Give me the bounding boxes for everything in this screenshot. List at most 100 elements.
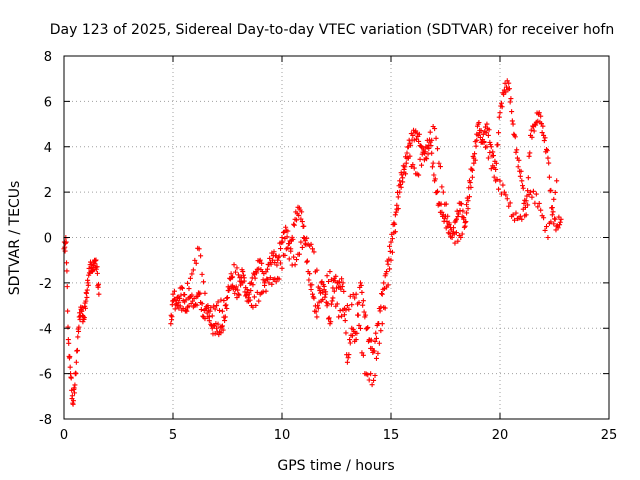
data-point (484, 121, 490, 127)
data-point (234, 265, 240, 271)
data-point (531, 128, 537, 134)
data-point (539, 130, 545, 136)
data-point (536, 110, 542, 116)
data-point (468, 184, 474, 190)
data-point (378, 328, 384, 334)
data-point (222, 303, 228, 309)
data-point (220, 327, 226, 333)
data-point (288, 248, 294, 254)
data-point (388, 239, 394, 245)
data-point (364, 325, 370, 331)
data-point (552, 216, 558, 222)
data-point (519, 178, 525, 184)
x-tick-label: 25 (601, 428, 618, 443)
data-point (515, 164, 521, 170)
data-point (172, 306, 178, 312)
data-point (222, 318, 228, 324)
data-point (296, 212, 302, 218)
data-point (376, 340, 382, 346)
data-point (483, 130, 489, 136)
data-point (294, 217, 300, 223)
data-point (430, 160, 436, 166)
data-point (68, 375, 74, 381)
data-point (501, 189, 507, 195)
data-point (512, 217, 518, 223)
data-point (264, 266, 270, 272)
data-point (484, 144, 490, 150)
data-point (280, 239, 286, 245)
data-point (535, 204, 541, 210)
data-point (416, 138, 422, 144)
data-point (321, 283, 327, 289)
data-point (520, 185, 526, 191)
data-point (497, 110, 503, 116)
data-point (528, 127, 534, 133)
data-point (189, 292, 195, 298)
data-point (219, 308, 225, 314)
data-point (533, 122, 539, 128)
data-point (291, 222, 297, 228)
data-point (520, 206, 526, 212)
data-point (545, 235, 551, 240)
data-point (209, 313, 215, 319)
data-point (421, 150, 427, 156)
data-point (349, 302, 355, 308)
data-point (433, 135, 439, 141)
data-point (65, 324, 71, 330)
data-point (439, 209, 445, 215)
data-point (76, 324, 82, 330)
data-point (278, 246, 284, 252)
data-point (232, 290, 238, 296)
data-point (397, 181, 403, 187)
data-point (315, 305, 321, 311)
data-point (292, 262, 298, 268)
data-point (183, 307, 189, 313)
data-point (507, 99, 513, 105)
data-point (251, 294, 257, 300)
data-point (299, 244, 305, 250)
data-point (404, 150, 410, 156)
data-point (273, 279, 279, 285)
data-point (86, 272, 92, 278)
data-point (205, 314, 211, 320)
data-point (199, 271, 205, 277)
data-point (85, 282, 91, 288)
data-point (253, 302, 259, 308)
data-point (243, 293, 249, 299)
data-point (557, 222, 563, 228)
data-point (67, 354, 73, 360)
data-point (490, 163, 496, 169)
data-point (169, 314, 175, 320)
data-point (310, 246, 316, 252)
data-point (533, 191, 539, 197)
data-point (170, 291, 176, 297)
data-point (423, 144, 429, 150)
data-point (252, 275, 258, 281)
data-point (379, 291, 385, 297)
data-point (73, 371, 79, 377)
data-point (201, 279, 207, 285)
data-point (346, 352, 352, 358)
data-point (173, 297, 179, 303)
data-point (494, 176, 500, 182)
data-point (72, 390, 78, 396)
data-point (368, 371, 374, 377)
data-point (73, 359, 79, 365)
data-point (491, 174, 497, 180)
data-point (328, 319, 334, 325)
data-point (506, 86, 512, 92)
data-point (331, 288, 337, 294)
data-point (231, 262, 237, 268)
data-point (72, 382, 78, 388)
data-point (496, 186, 502, 192)
data-point (379, 291, 385, 297)
data-point (194, 302, 200, 308)
data-point (190, 267, 196, 273)
data-point (192, 257, 198, 263)
data-point (215, 321, 221, 327)
data-point (375, 350, 381, 356)
data-point (179, 284, 185, 290)
data-point (330, 295, 336, 301)
data-point (498, 191, 504, 197)
data-point (487, 139, 493, 145)
